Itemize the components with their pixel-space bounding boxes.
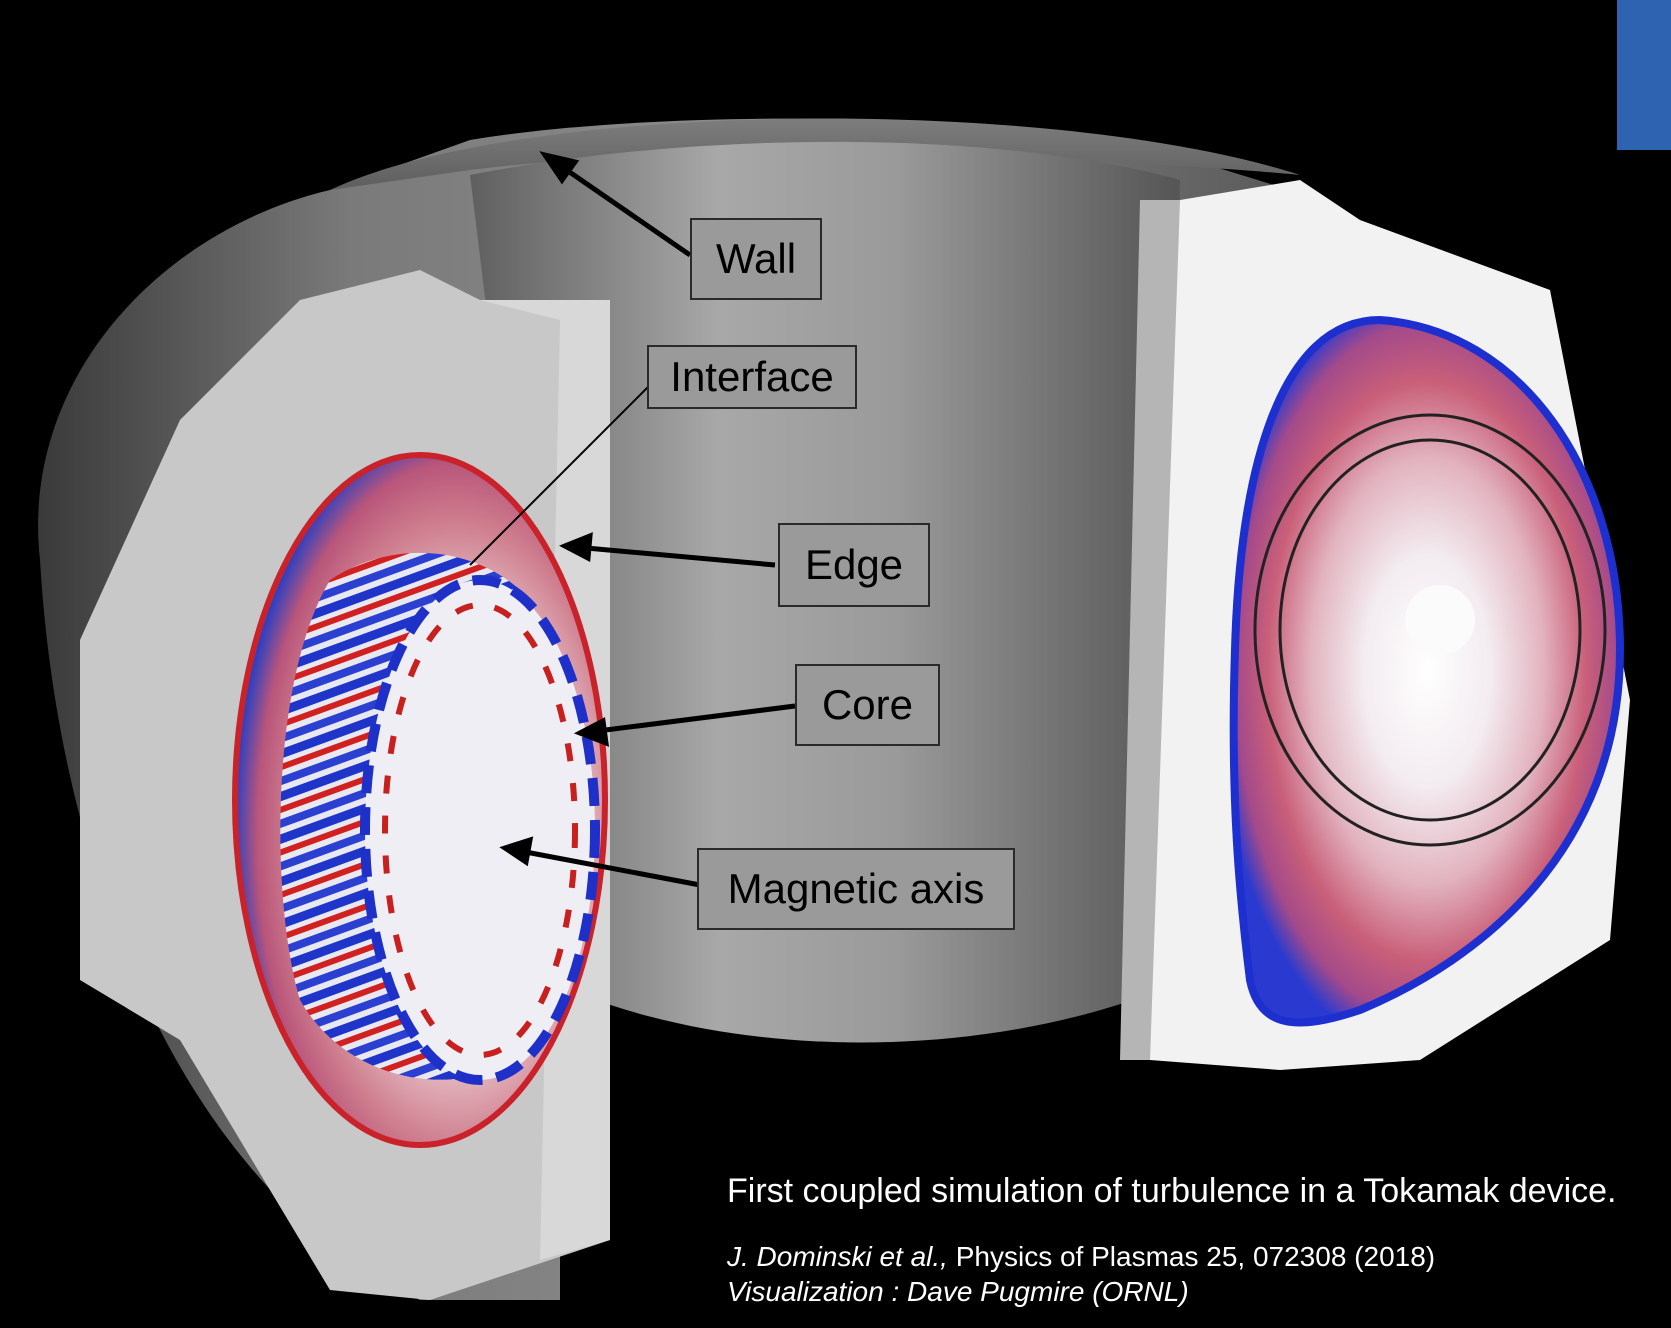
label-magnetic-axis: Magnetic axis [697, 848, 1015, 930]
right-magnetic-axis [1405, 585, 1475, 655]
label-core: Core [795, 664, 940, 746]
citation-authors: J. Dominski et al., [727, 1241, 948, 1272]
caption-citation: J. Dominski et al., Physics of Plasmas 2… [727, 1241, 1435, 1273]
label-wall: Wall [690, 218, 822, 300]
annotation-arrows [469, 151, 796, 888]
right-core-ring [1253, 413, 1607, 847]
caption-visualization-credit: Visualization : Dave Pugmire (ORNL) [727, 1276, 1189, 1307]
label-interface: Interface [647, 345, 857, 409]
right-plasma-edge [1229, 315, 1625, 1027]
left-core-face [360, 575, 600, 1085]
corner-blue-object [1617, 0, 1671, 150]
label-edge: Edge [778, 523, 930, 607]
citation-reference: Physics of Plasmas 25, 072308 (2018) [947, 1241, 1436, 1272]
caption-title: First coupled simulation of turbulence i… [727, 1172, 1617, 1210]
